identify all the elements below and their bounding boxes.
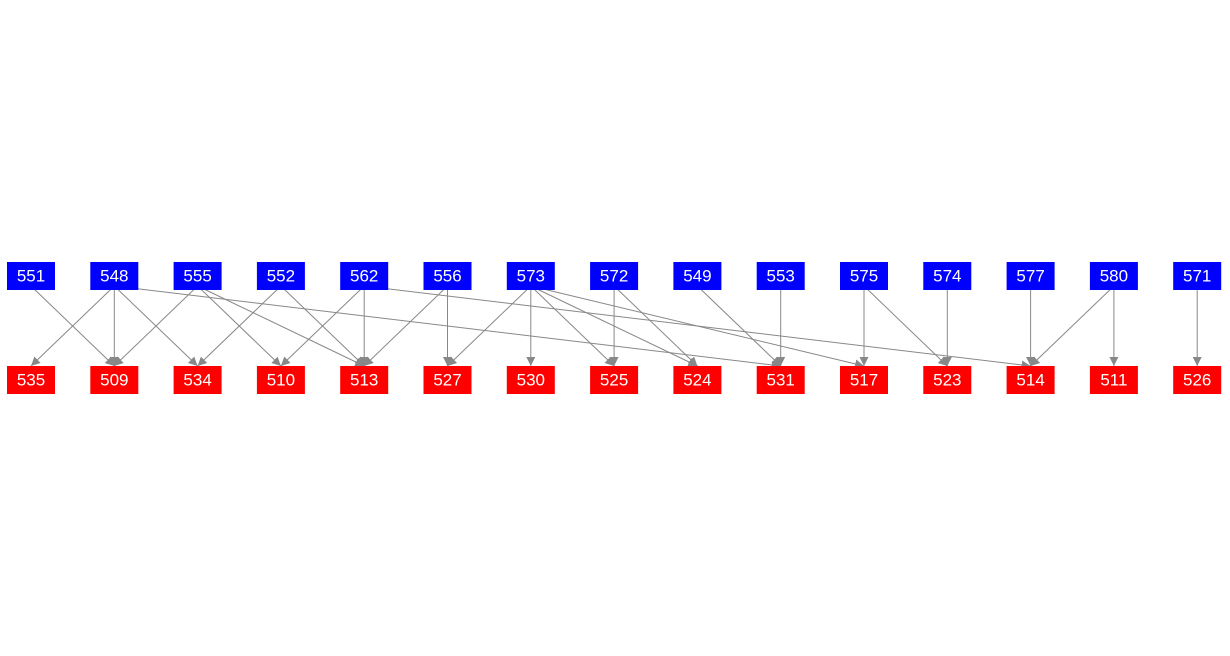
target-node bbox=[256, 366, 305, 394]
source-node-label: 577 bbox=[1016, 266, 1044, 285]
source-node-label: 562 bbox=[350, 266, 378, 285]
source-node-label: 574 bbox=[933, 266, 961, 285]
target-node bbox=[840, 366, 888, 394]
target-node-label: 517 bbox=[850, 370, 878, 389]
edge bbox=[447, 285, 532, 367]
target-node bbox=[590, 366, 639, 394]
target-node bbox=[1006, 366, 1055, 394]
target-node-label: 531 bbox=[767, 370, 795, 389]
target-node-label: 535 bbox=[17, 370, 45, 389]
source-node bbox=[756, 262, 805, 290]
edge bbox=[113, 285, 198, 367]
source-node-label: 556 bbox=[433, 266, 461, 285]
target-node bbox=[423, 366, 472, 394]
source-node-label: 555 bbox=[183, 266, 211, 285]
target-node bbox=[506, 366, 555, 394]
target-node bbox=[673, 366, 722, 394]
edge bbox=[280, 285, 365, 367]
target-node-label: 530 bbox=[517, 370, 545, 389]
edge bbox=[530, 285, 615, 367]
target-node-label: 524 bbox=[683, 370, 711, 389]
source-node-label: 580 bbox=[1100, 266, 1128, 285]
source-node bbox=[90, 262, 139, 290]
target-node bbox=[756, 366, 805, 394]
source-node-label: 553 bbox=[767, 266, 795, 285]
source-node-label: 548 bbox=[100, 266, 128, 285]
source-node bbox=[840, 262, 888, 290]
edge bbox=[1030, 285, 1115, 367]
target-node-label: 513 bbox=[350, 370, 378, 389]
target-node-label: 511 bbox=[1100, 370, 1127, 389]
target-node bbox=[923, 366, 972, 394]
source-node-label: 551 bbox=[17, 266, 45, 285]
source-node-label: 549 bbox=[683, 266, 711, 285]
source-node bbox=[1089, 262, 1138, 290]
target-node bbox=[90, 366, 139, 394]
source-node-label: 573 bbox=[517, 266, 545, 285]
target-node-label: 510 bbox=[267, 370, 295, 389]
edge bbox=[197, 285, 282, 367]
source-node-label: 571 bbox=[1183, 266, 1211, 285]
source-node bbox=[506, 262, 555, 290]
edge bbox=[197, 285, 365, 367]
source-node-label: 572 bbox=[600, 266, 628, 285]
nodes: 551 548 555 552 562 556 573 572 549 553 575 574 577 5… bbox=[7, 262, 1222, 394]
edge bbox=[863, 285, 948, 367]
source-node bbox=[173, 262, 222, 290]
edge bbox=[530, 285, 865, 369]
target-node-label: 527 bbox=[433, 370, 461, 389]
source-node bbox=[7, 262, 55, 290]
target-node-label: 525 bbox=[600, 370, 628, 389]
source-node bbox=[673, 262, 722, 290]
target-node-label: 523 bbox=[933, 370, 961, 389]
source-node-label: 552 bbox=[267, 266, 295, 285]
edges bbox=[30, 285, 1202, 370]
target-node bbox=[173, 366, 222, 394]
target-node-label: 534 bbox=[183, 370, 211, 389]
edge bbox=[613, 285, 698, 367]
source-node bbox=[1006, 262, 1055, 290]
edge bbox=[697, 285, 782, 367]
target-node bbox=[340, 366, 389, 394]
target-node bbox=[1173, 366, 1222, 394]
source-node bbox=[1173, 262, 1222, 290]
target-node-label: 526 bbox=[1183, 370, 1211, 389]
target-node bbox=[7, 366, 55, 394]
source-node bbox=[590, 262, 639, 290]
source-node bbox=[340, 262, 389, 290]
source-node bbox=[923, 262, 972, 290]
edge bbox=[363, 285, 448, 367]
source-node-label: 575 bbox=[850, 266, 878, 285]
edge bbox=[30, 285, 115, 367]
source-node bbox=[256, 262, 305, 290]
target-node-label: 514 bbox=[1016, 370, 1044, 389]
source-node bbox=[423, 262, 472, 290]
target-node bbox=[1089, 366, 1138, 394]
target-node-label: 509 bbox=[100, 370, 128, 389]
